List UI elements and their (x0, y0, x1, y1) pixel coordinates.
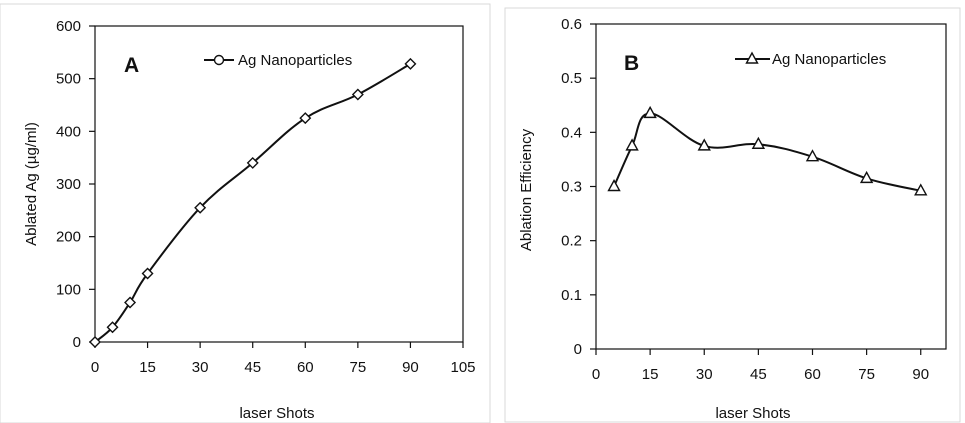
x-tick-label: 30 (192, 359, 209, 376)
y-tick-label: 400 (56, 123, 81, 140)
data-point (404, 57, 417, 70)
panel-a-frame (0, 3, 491, 423)
x-tick-label: 105 (450, 359, 475, 376)
plot-area-b (595, 23, 947, 350)
panel-b-frame (504, 7, 961, 423)
data-point (607, 179, 621, 192)
legend-a-marker (213, 54, 225, 66)
data-point (697, 138, 711, 151)
data-point (246, 156, 259, 169)
data-point (351, 88, 364, 101)
x-tick-label: 0 (592, 366, 600, 383)
data-point (643, 105, 657, 119)
y-axis-title-a: Ablated Ag (µg/ml) (23, 122, 40, 246)
panel-label-b: B (624, 52, 639, 75)
data-point (89, 336, 101, 348)
x-axis-title-a: laser Shots (239, 405, 314, 422)
data-point (194, 201, 207, 214)
y-tick-label: 0.3 (561, 179, 582, 196)
legend-b-marker (745, 51, 759, 64)
legend-b: Ag Nanoparticles (735, 51, 886, 68)
plot-area-a (94, 25, 464, 343)
data-point (914, 183, 928, 196)
y-tick-label: 0.4 (561, 124, 582, 141)
data-point (124, 296, 137, 309)
legend-a: Ag Nanoparticles (204, 52, 352, 69)
series-line (613, 112, 921, 192)
x-tick-label: 90 (912, 366, 929, 383)
y-tick-label: 100 (56, 281, 81, 298)
y-tick-label: 0 (574, 341, 582, 358)
x-tick-label: 60 (297, 359, 314, 376)
x-tick-label: 15 (139, 359, 156, 376)
series-b (607, 105, 928, 196)
y-tick-label: 600 (56, 18, 81, 35)
data-point (106, 321, 119, 334)
x-tick-label: 75 (858, 366, 875, 383)
ticks-b: 0 15 30 45 60 75 90 0 0.1 0.2 0.3 0.4 0.5 0.6 (561, 16, 929, 383)
data-point (299, 112, 312, 125)
x-tick-label: 0 (91, 359, 99, 376)
data-point (805, 149, 820, 162)
data-point (859, 170, 874, 184)
y-tick-label: 0.5 (561, 70, 582, 87)
y-tick-label: 200 (56, 229, 81, 246)
ticks-a: 0 15 30 45 60 75 90 105 0 100 200 300 400 500 600 (56, 18, 476, 376)
y-tick-label: 300 (56, 176, 81, 193)
y-tick-label: 0.1 (561, 287, 582, 304)
x-tick-label: 75 (350, 359, 367, 376)
legend-a-label: Ag Nanoparticles (238, 52, 352, 69)
data-point (751, 136, 766, 149)
x-tick-label: 15 (642, 366, 659, 383)
x-tick-label: 45 (750, 366, 767, 383)
legend-b-label: Ag Nanoparticles (772, 51, 886, 68)
chart-panel-b: B laser Shots Ablation Efficiency Ag Nan… (504, 7, 961, 423)
y-tick-label: 0.6 (561, 16, 582, 33)
y-tick-label: 500 (56, 71, 81, 88)
x-tick-label: 90 (402, 359, 419, 376)
x-axis-title-b: laser Shots (715, 405, 790, 422)
series-line (94, 63, 411, 343)
y-tick-label: 0 (73, 334, 81, 351)
data-point (625, 138, 639, 151)
x-tick-label: 60 (804, 366, 821, 383)
x-tick-label: 45 (244, 359, 261, 376)
y-axis-title-b: Ablation Efficiency (518, 128, 535, 251)
data-point (141, 267, 154, 280)
chart-panel-a: A laser Shots Ablated Ag (µg/ml) Ag Nano… (0, 3, 491, 423)
panel-label-a: A (124, 54, 139, 77)
series-a (89, 57, 417, 348)
y-tick-label: 0.2 (561, 233, 582, 250)
x-tick-label: 30 (696, 366, 713, 383)
